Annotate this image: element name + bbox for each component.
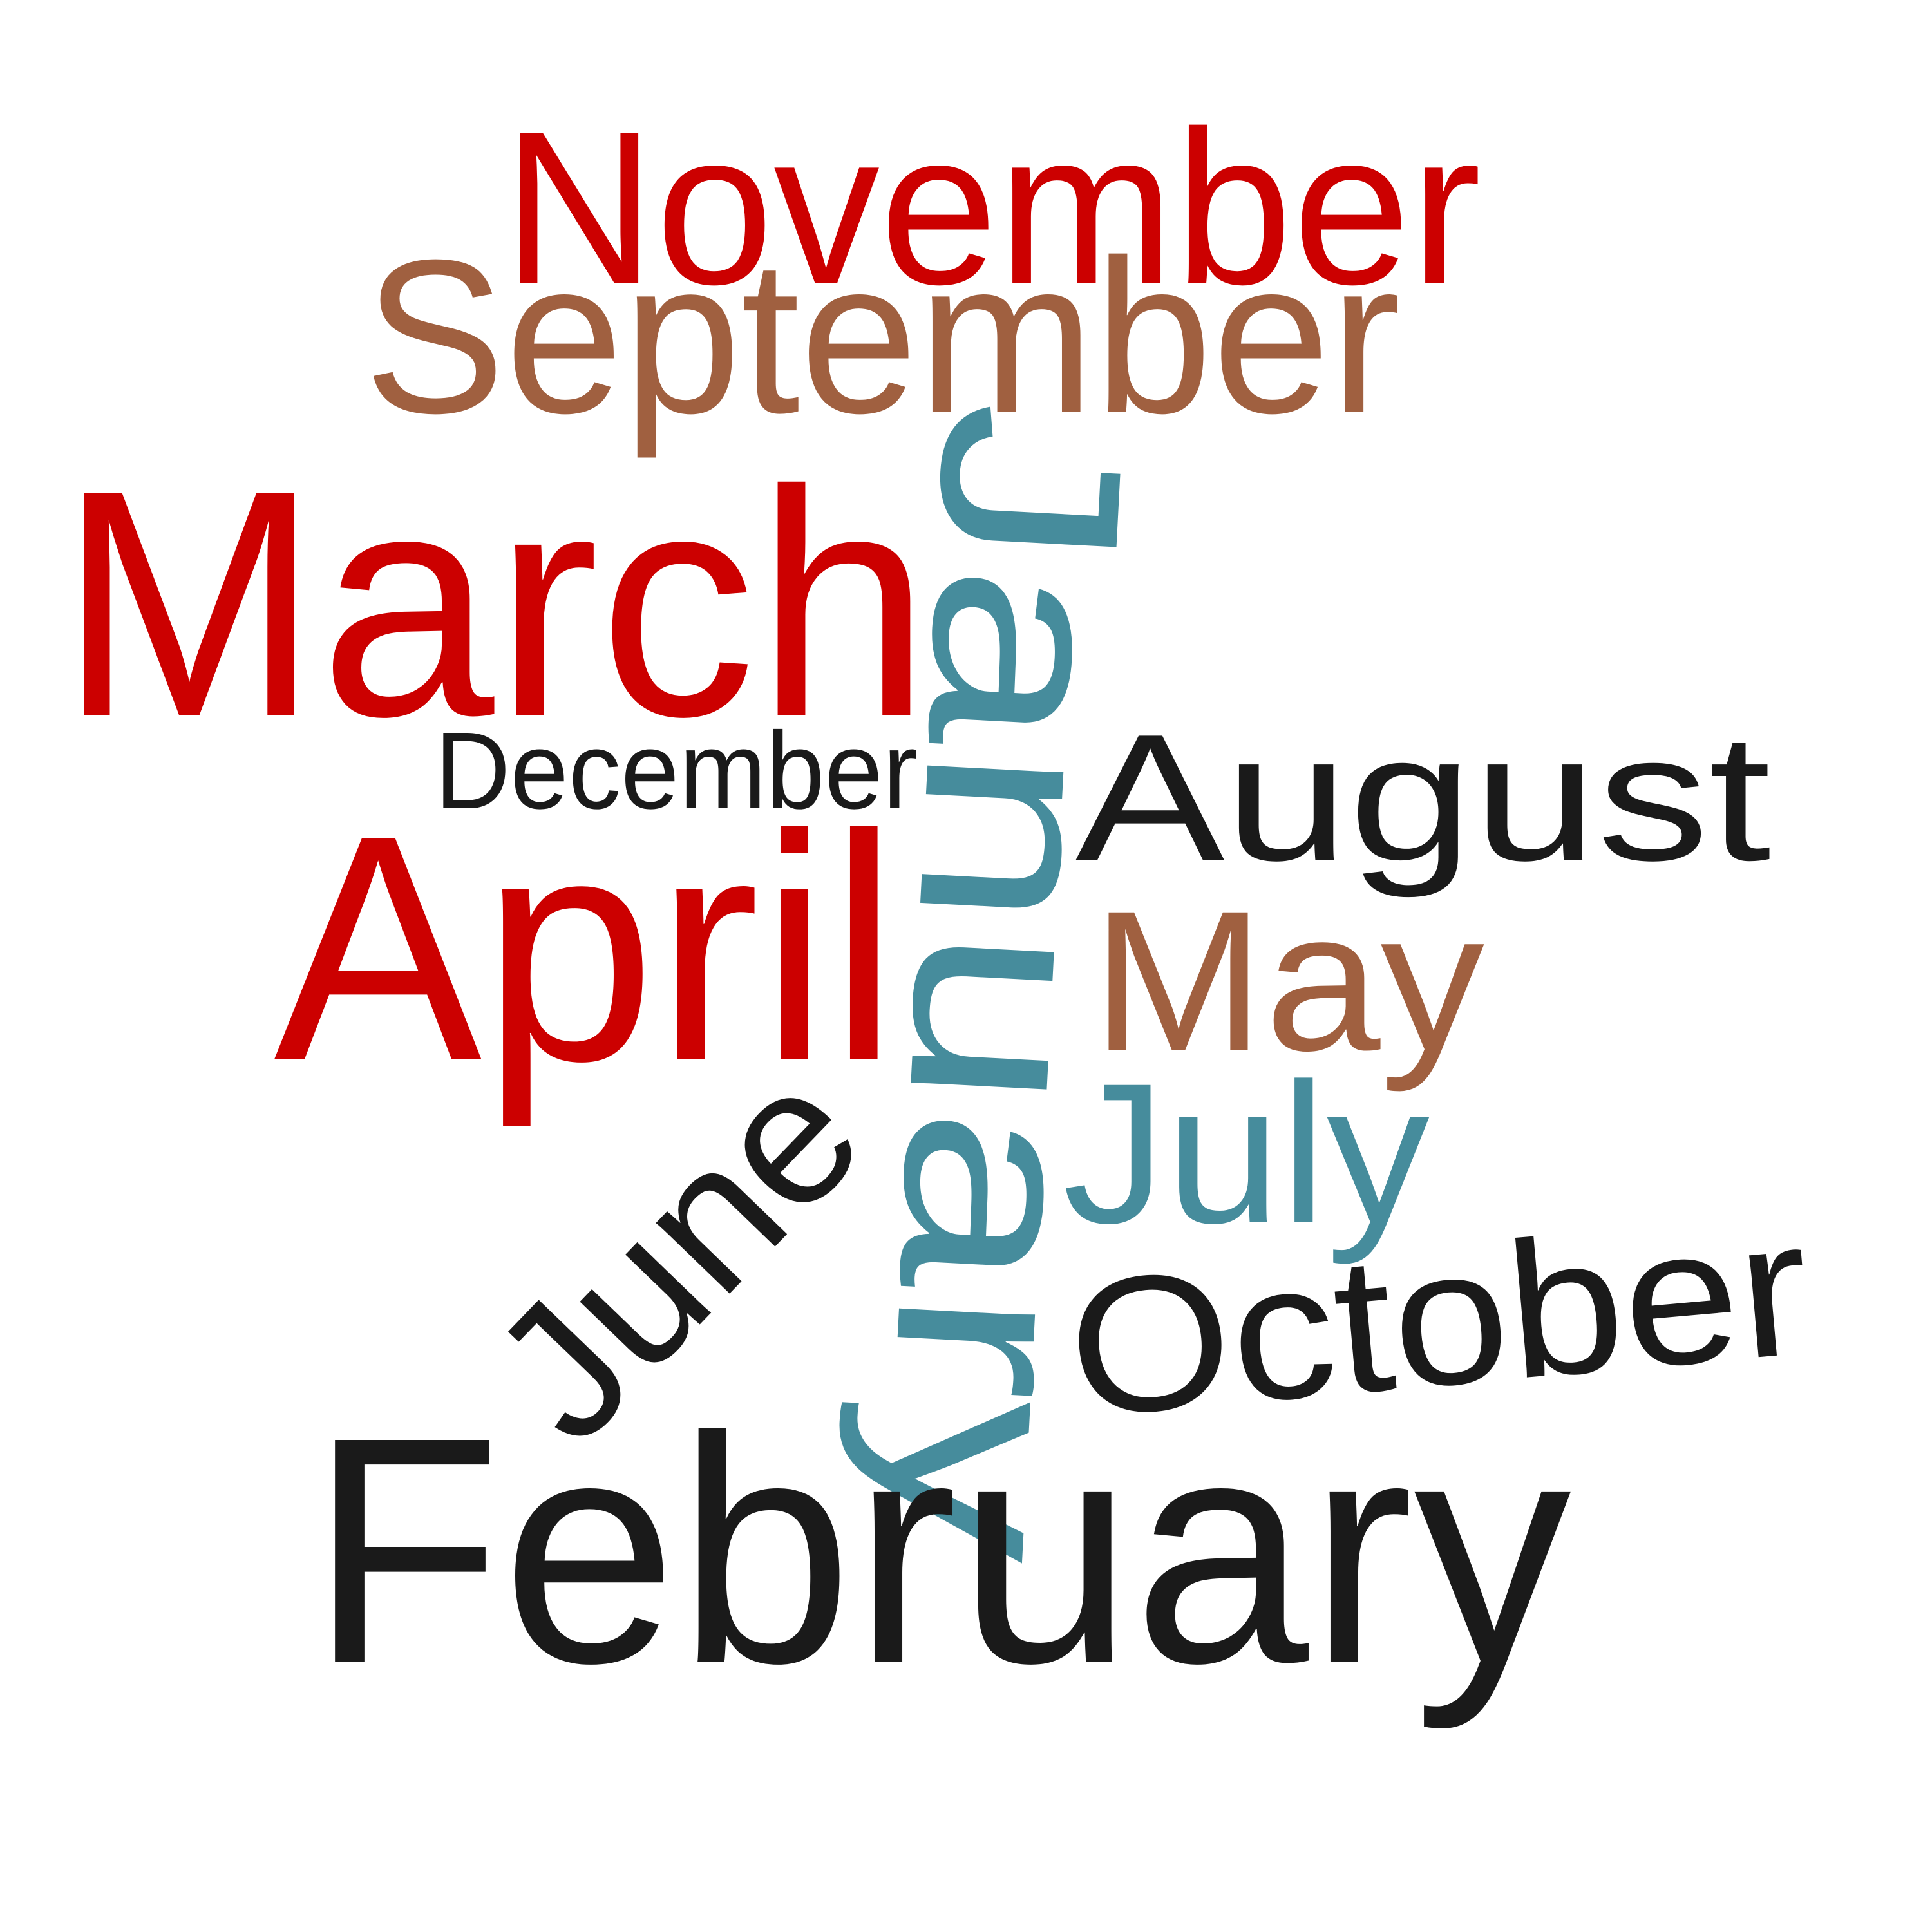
word-september: September: [364, 214, 1401, 460]
word-march: March: [58, 423, 931, 783]
word-february: February: [309, 1370, 1571, 1732]
word-august: August: [1075, 697, 1772, 899]
word-may: May: [1092, 869, 1484, 1094]
word-january: January: [829, 396, 1179, 1569]
word-april: April: [274, 768, 898, 1130]
word-december: December: [435, 710, 918, 832]
word-july: July: [1063, 1041, 1430, 1266]
word-november: November: [502, 86, 1481, 330]
